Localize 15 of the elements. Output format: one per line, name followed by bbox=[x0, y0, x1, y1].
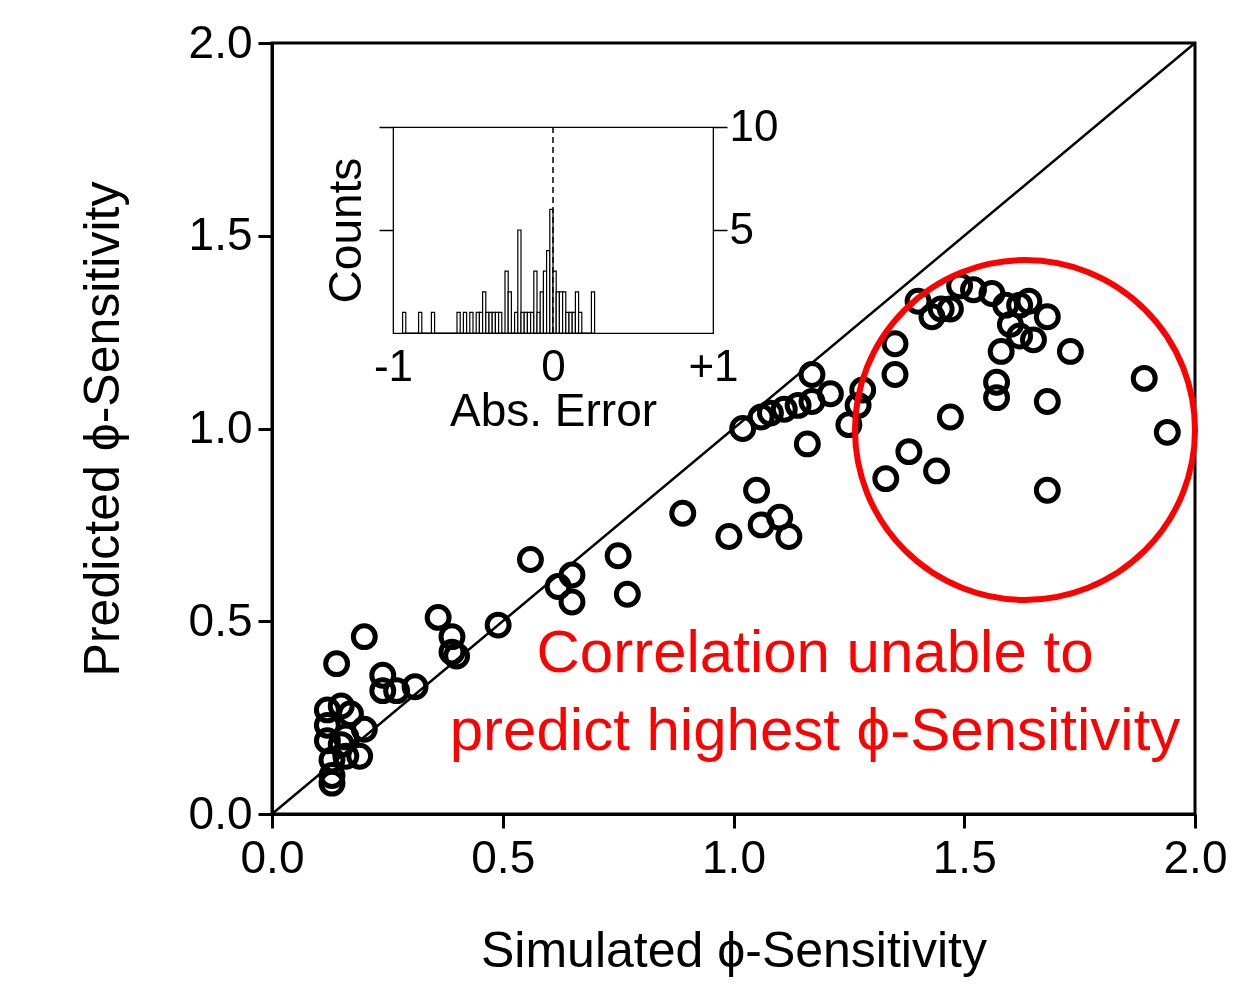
y-tick-label: 10 bbox=[729, 100, 779, 150]
y-axis-title: Predicted ϕ-Sensitivity bbox=[73, 181, 130, 677]
x-tick-label: 0.5 bbox=[471, 830, 536, 883]
y-axis-title: Counts bbox=[318, 157, 371, 304]
x-axis-title: Simulated ϕ-Sensitivity bbox=[481, 921, 987, 978]
y-tick-label: 1.5 bbox=[188, 208, 253, 261]
x-tick-label: 1.5 bbox=[932, 830, 997, 883]
y-tick-label: 0.5 bbox=[188, 593, 253, 646]
y-tick-label: 1.0 bbox=[188, 401, 253, 453]
annotation: Correlation unable to predict highest ϕ-Sensitivity bbox=[449, 618, 1181, 763]
x-tick-label: +1 bbox=[688, 340, 739, 390]
y-tick-label: 2.0 bbox=[188, 15, 253, 68]
x-tick-label: 2.0 bbox=[1163, 830, 1228, 883]
x-tick-label: -1 bbox=[373, 340, 414, 390]
y-tick-label: 5 bbox=[729, 203, 754, 253]
